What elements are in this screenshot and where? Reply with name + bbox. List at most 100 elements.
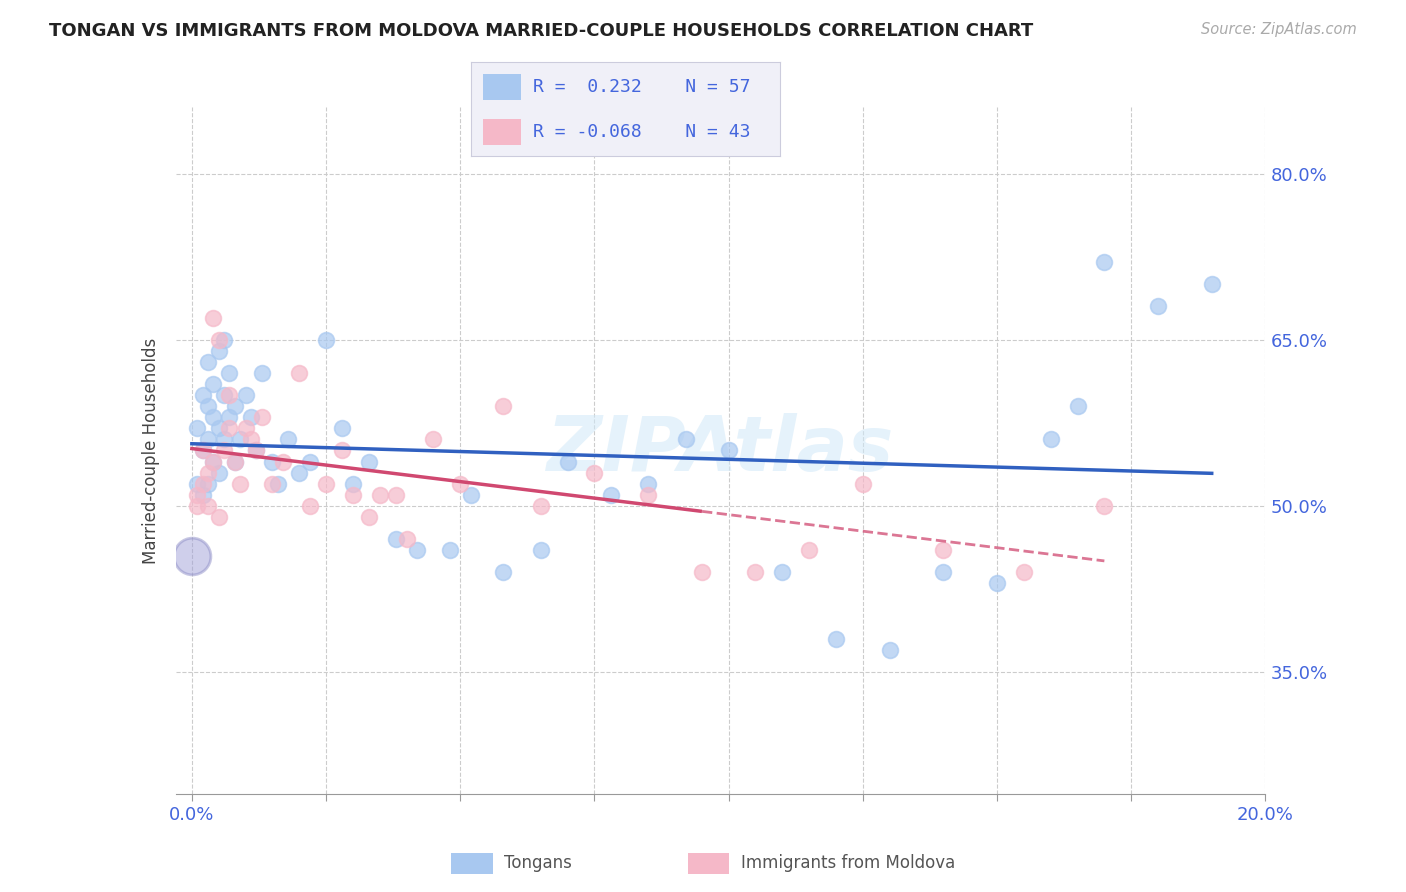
Y-axis label: Married-couple Households: Married-couple Households	[142, 337, 160, 564]
Point	[191, 476, 214, 491]
Point	[298, 499, 321, 513]
Point	[197, 355, 219, 369]
Point	[250, 410, 273, 425]
Point	[1012, 566, 1035, 580]
Point	[267, 476, 290, 491]
Point	[852, 476, 875, 491]
Point	[197, 499, 219, 513]
Point	[202, 454, 225, 468]
Point	[342, 488, 364, 502]
Point	[208, 466, 231, 480]
Point	[557, 454, 579, 468]
Point	[212, 433, 235, 447]
Point	[744, 566, 766, 580]
Point	[637, 488, 659, 502]
Point	[385, 532, 408, 546]
Point	[406, 543, 429, 558]
Point	[191, 388, 214, 402]
Point	[637, 476, 659, 491]
Point	[212, 388, 235, 402]
Bar	[484, 74, 520, 100]
Point	[357, 510, 380, 524]
Point	[239, 433, 262, 447]
Point	[245, 443, 267, 458]
Point	[1066, 399, 1088, 413]
Point	[449, 476, 471, 491]
Point	[879, 643, 901, 657]
Point	[229, 476, 252, 491]
Point	[235, 388, 257, 402]
Point	[770, 566, 793, 580]
Point	[212, 333, 235, 347]
Point	[797, 543, 820, 558]
Point	[330, 421, 353, 435]
Point	[599, 488, 621, 502]
Point	[218, 410, 240, 425]
Point	[250, 366, 273, 380]
Bar	[484, 119, 520, 145]
Point	[330, 443, 353, 458]
Text: ZIPAtlas: ZIPAtlas	[547, 414, 894, 487]
Point	[385, 488, 408, 502]
Point	[675, 433, 697, 447]
Point	[224, 454, 246, 468]
Text: R = -0.068    N = 43: R = -0.068 N = 43	[533, 123, 751, 141]
Point	[186, 476, 208, 491]
Point	[197, 433, 219, 447]
Point	[186, 421, 208, 435]
Point	[202, 454, 225, 468]
Point	[932, 566, 955, 580]
Point	[229, 433, 252, 447]
Point	[191, 443, 214, 458]
Point	[460, 488, 482, 502]
Point	[191, 488, 214, 502]
Point	[180, 549, 202, 563]
Point	[1147, 300, 1170, 314]
Point	[298, 454, 321, 468]
Point	[368, 488, 391, 502]
Text: TONGAN VS IMMIGRANTS FROM MOLDOVA MARRIED-COUPLE HOUSEHOLDS CORRELATION CHART: TONGAN VS IMMIGRANTS FROM MOLDOVA MARRIE…	[49, 22, 1033, 40]
Point	[271, 454, 294, 468]
Point	[492, 399, 515, 413]
Point	[342, 476, 364, 491]
Point	[395, 532, 418, 546]
Point	[224, 399, 246, 413]
Point	[1039, 433, 1062, 447]
Point	[439, 543, 461, 558]
Point	[717, 443, 740, 458]
Point	[208, 343, 231, 358]
Text: Source: ZipAtlas.com: Source: ZipAtlas.com	[1201, 22, 1357, 37]
Point	[208, 333, 231, 347]
Point	[208, 510, 231, 524]
Point	[530, 543, 553, 558]
Point	[530, 499, 553, 513]
Point	[492, 566, 515, 580]
Point	[357, 454, 380, 468]
Point	[932, 543, 955, 558]
Point	[197, 399, 219, 413]
Point	[986, 576, 1008, 591]
Point	[235, 421, 257, 435]
Point	[197, 476, 219, 491]
Point	[690, 566, 713, 580]
Point	[202, 310, 225, 325]
Bar	[688, 853, 728, 874]
Text: Tongans: Tongans	[505, 854, 572, 871]
Point	[315, 333, 337, 347]
Point	[245, 443, 267, 458]
Point	[1092, 255, 1115, 269]
Point	[218, 366, 240, 380]
Point	[186, 499, 208, 513]
Point	[239, 410, 262, 425]
Point	[1201, 277, 1223, 292]
Point	[218, 388, 240, 402]
Point	[191, 443, 214, 458]
Bar	[451, 853, 492, 874]
Point	[202, 376, 225, 391]
Point	[583, 466, 606, 480]
Point	[262, 454, 284, 468]
Point	[288, 366, 311, 380]
Point	[186, 488, 208, 502]
Point	[224, 454, 246, 468]
Point	[315, 476, 337, 491]
